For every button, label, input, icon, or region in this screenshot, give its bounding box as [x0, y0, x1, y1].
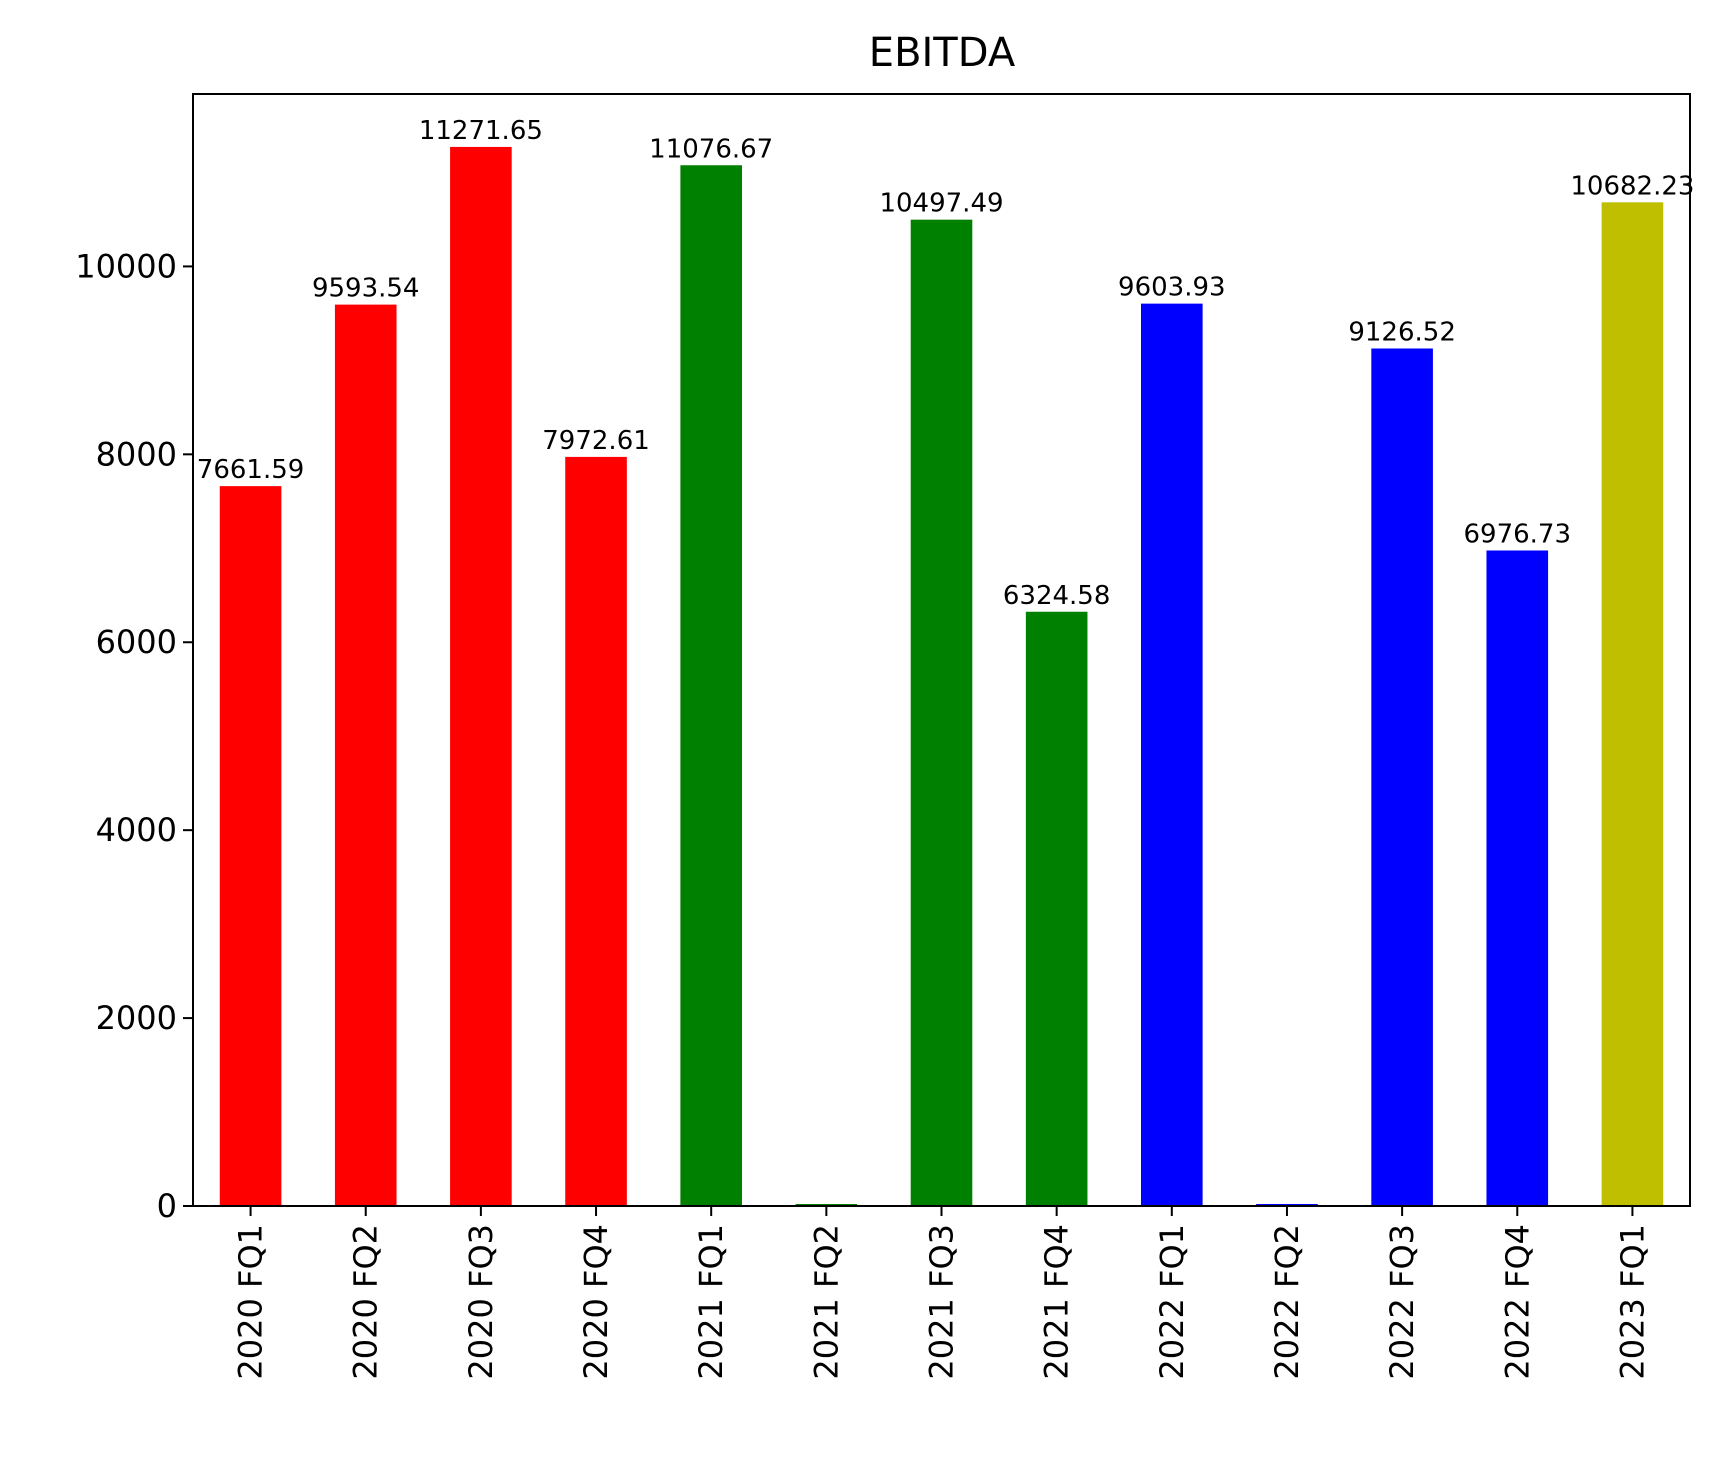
- x-tick-label-4: 2021 FQ1: [692, 1224, 730, 1380]
- data-label-4: 11076.67: [649, 134, 773, 164]
- bar-1: [334, 304, 397, 1206]
- x-tick-label-5: 2021 FQ2: [807, 1224, 845, 1380]
- x-axis: 2020 FQ1 2020 FQ2 2020 FQ3 2020 FQ4 2021 FQ1…: [232, 1206, 1651, 1380]
- x-tick-label-6: 2021 FQ3: [923, 1224, 961, 1380]
- data-label-2: 11271.65: [419, 116, 543, 146]
- x-tick-label-1: 2020 FQ2: [347, 1224, 385, 1380]
- plot-frame: [192, 93, 1691, 1207]
- bar-3: [565, 456, 627, 1206]
- x-tick-label-12: 2023 FQ1: [1613, 1224, 1651, 1380]
- data-label-7: 6324.58: [1003, 581, 1111, 611]
- bar-0: [219, 486, 282, 1206]
- bar-2: [450, 146, 512, 1206]
- data-label-0: 7661.59: [197, 455, 305, 485]
- x-tick-label-9: 2022 FQ2: [1268, 1224, 1306, 1380]
- data-label-1: 9593.54: [312, 274, 420, 304]
- bar-7: [1025, 611, 1088, 1206]
- bar-10: [1371, 348, 1433, 1206]
- y-axis: 0 2000 4000 6000 8000 10000: [75, 247, 193, 1225]
- x-tick-label-8: 2022 FQ1: [1153, 1224, 1191, 1380]
- x-tick-label-10: 2022 FQ3: [1383, 1224, 1421, 1380]
- data-labels-group: 7661.59 9593.54 11271.65 7972.61 11076.67 104…: [197, 116, 1695, 611]
- data-label-6: 10497.49: [879, 189, 1003, 219]
- bar-4: [680, 165, 742, 1207]
- bars-group: [219, 146, 1664, 1207]
- bar-6: [910, 219, 973, 1207]
- x-tick-label-2: 2020 FQ3: [462, 1224, 500, 1380]
- data-label-10: 9126.52: [1348, 317, 1456, 347]
- y-tick-label-5: 10000: [75, 247, 177, 285]
- bar-8: [1141, 303, 1203, 1207]
- data-label-12: 10682.23: [1570, 171, 1694, 201]
- y-tick-label-1: 2000: [96, 999, 177, 1037]
- data-label-3: 7972.61: [542, 426, 650, 456]
- data-label-8: 9603.93: [1118, 273, 1226, 303]
- x-tick-label-3: 2020 FQ4: [577, 1224, 615, 1380]
- y-tick-label-3: 6000: [96, 623, 177, 661]
- x-tick-label-0: 2020 FQ1: [232, 1224, 270, 1380]
- y-tick-label-4: 8000: [96, 435, 177, 473]
- x-tick-label-11: 2022 FQ4: [1498, 1224, 1536, 1380]
- y-tick-label-0: 0: [157, 1187, 177, 1225]
- bar-12: [1601, 202, 1664, 1207]
- chart-title: EBITDA: [869, 30, 1016, 76]
- bar-11: [1486, 550, 1549, 1206]
- y-tick-label-2: 4000: [96, 811, 177, 849]
- data-label-11: 6976.73: [1464, 519, 1572, 549]
- x-tick-label-7: 2021 FQ4: [1038, 1224, 1076, 1380]
